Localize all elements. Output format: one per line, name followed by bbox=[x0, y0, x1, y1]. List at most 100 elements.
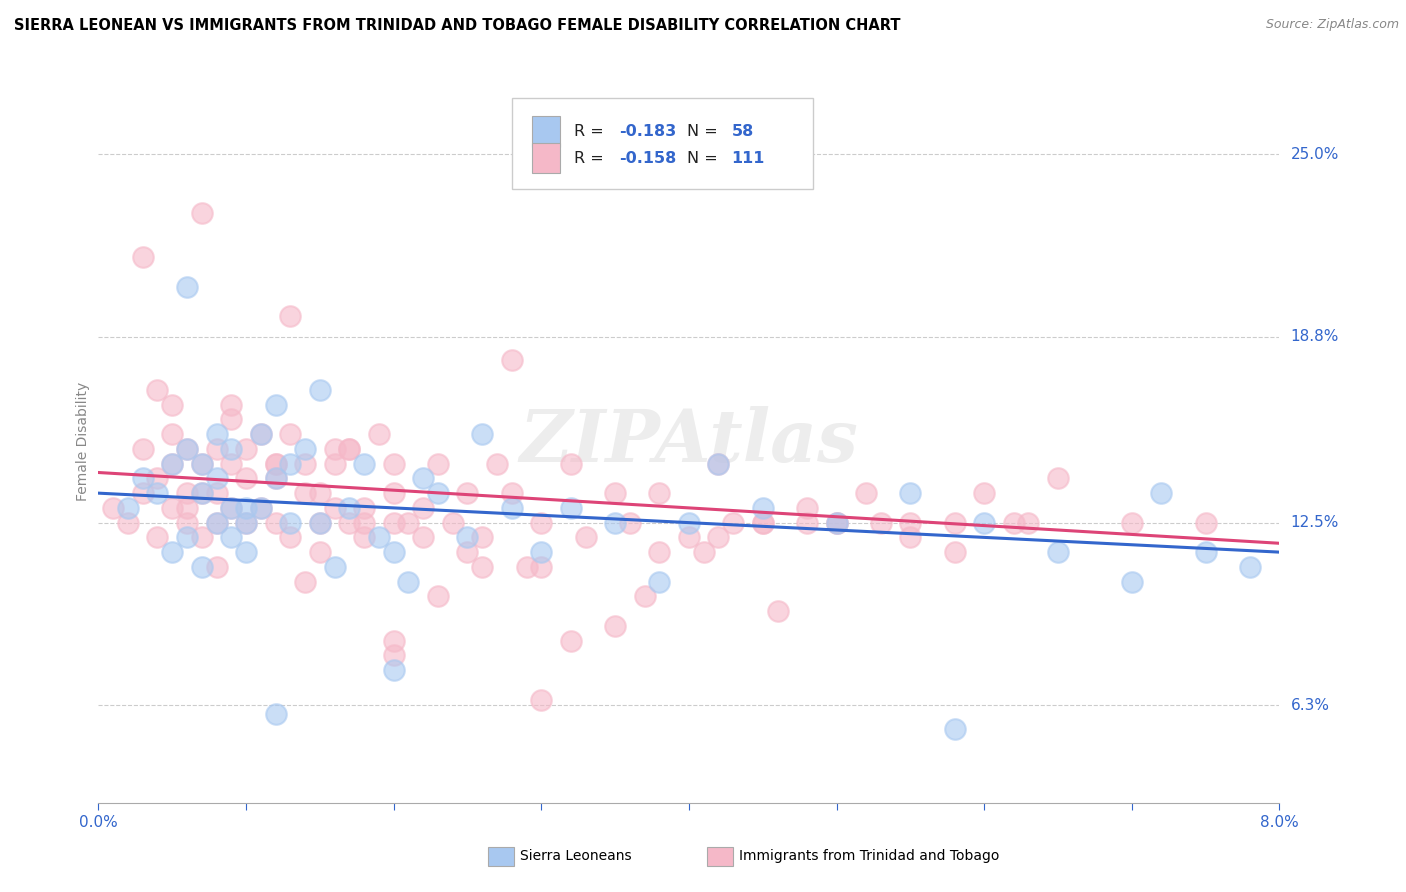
Point bbox=[191, 530, 214, 544]
Point bbox=[309, 383, 332, 397]
Point bbox=[973, 516, 995, 530]
Point bbox=[132, 471, 155, 485]
Y-axis label: Female Disability: Female Disability bbox=[76, 382, 90, 501]
Point bbox=[900, 530, 922, 544]
Point bbox=[294, 486, 316, 500]
Text: Immigrants from Trinidad and Tobago: Immigrants from Trinidad and Tobago bbox=[738, 849, 998, 863]
Point bbox=[221, 457, 243, 471]
Point bbox=[678, 516, 700, 530]
Point bbox=[205, 486, 228, 500]
Point bbox=[825, 516, 848, 530]
Point bbox=[1121, 516, 1143, 530]
Point bbox=[132, 442, 155, 456]
Text: 18.8%: 18.8% bbox=[1291, 329, 1339, 344]
Point bbox=[353, 530, 375, 544]
Point bbox=[530, 692, 553, 706]
Point bbox=[900, 516, 922, 530]
Point bbox=[752, 516, 775, 530]
Point bbox=[1195, 545, 1218, 559]
Point bbox=[191, 560, 214, 574]
FancyBboxPatch shape bbox=[512, 98, 813, 189]
Point bbox=[575, 530, 598, 544]
FancyBboxPatch shape bbox=[531, 117, 560, 147]
Point bbox=[132, 486, 155, 500]
Point bbox=[605, 516, 627, 530]
Point bbox=[146, 530, 169, 544]
Point bbox=[191, 486, 214, 500]
Point bbox=[235, 516, 257, 530]
Point bbox=[205, 516, 228, 530]
FancyBboxPatch shape bbox=[531, 143, 560, 173]
Point bbox=[221, 530, 243, 544]
Point bbox=[353, 516, 375, 530]
Text: 58: 58 bbox=[731, 124, 754, 139]
Point bbox=[191, 457, 214, 471]
Point bbox=[486, 457, 509, 471]
Point bbox=[1018, 516, 1040, 530]
Point bbox=[427, 486, 450, 500]
Point bbox=[427, 457, 450, 471]
Point bbox=[560, 457, 582, 471]
Point bbox=[235, 545, 257, 559]
Point bbox=[221, 442, 243, 456]
Point bbox=[1195, 516, 1218, 530]
Point bbox=[457, 530, 479, 544]
Point bbox=[471, 427, 494, 442]
Point bbox=[264, 516, 287, 530]
Point bbox=[235, 471, 257, 485]
Point bbox=[264, 707, 287, 722]
Point bbox=[723, 516, 745, 530]
Point bbox=[176, 500, 198, 515]
Point bbox=[441, 516, 464, 530]
Point bbox=[648, 486, 671, 500]
Point bbox=[176, 516, 198, 530]
Point bbox=[707, 457, 730, 471]
Text: R =: R = bbox=[575, 151, 609, 166]
Point bbox=[427, 590, 450, 604]
Point bbox=[501, 353, 523, 368]
Point bbox=[235, 516, 257, 530]
Text: 6.3%: 6.3% bbox=[1291, 698, 1330, 713]
Point bbox=[176, 530, 198, 544]
Point bbox=[1046, 545, 1070, 559]
Point bbox=[368, 530, 391, 544]
Point bbox=[235, 500, 257, 515]
Text: R =: R = bbox=[575, 124, 609, 139]
Point bbox=[250, 500, 273, 515]
Point bbox=[530, 560, 553, 574]
Point bbox=[471, 560, 494, 574]
Point bbox=[825, 516, 848, 530]
Point bbox=[205, 442, 228, 456]
Text: Sierra Leoneans: Sierra Leoneans bbox=[520, 849, 631, 863]
Point bbox=[162, 398, 183, 412]
Point bbox=[250, 500, 273, 515]
Point bbox=[501, 486, 523, 500]
Point bbox=[221, 500, 243, 515]
Point bbox=[250, 427, 273, 442]
Point bbox=[752, 516, 775, 530]
Point bbox=[162, 457, 183, 471]
Point bbox=[412, 471, 434, 485]
Point bbox=[309, 516, 332, 530]
Point bbox=[162, 457, 183, 471]
FancyBboxPatch shape bbox=[707, 847, 733, 865]
Point bbox=[146, 383, 169, 397]
Point bbox=[294, 574, 316, 589]
Point bbox=[457, 486, 479, 500]
Point bbox=[103, 500, 125, 515]
Point bbox=[309, 545, 332, 559]
Text: ZIPAtlas: ZIPAtlas bbox=[520, 406, 858, 477]
Point bbox=[382, 457, 405, 471]
Point bbox=[264, 471, 287, 485]
Point bbox=[412, 530, 434, 544]
Point bbox=[191, 457, 214, 471]
Text: 25.0%: 25.0% bbox=[1291, 146, 1339, 161]
Point bbox=[707, 530, 730, 544]
Point bbox=[221, 412, 243, 426]
Point bbox=[398, 574, 420, 589]
Point bbox=[693, 545, 716, 559]
Point bbox=[766, 604, 789, 618]
Point bbox=[146, 471, 169, 485]
Point bbox=[516, 560, 538, 574]
Point bbox=[162, 427, 183, 442]
